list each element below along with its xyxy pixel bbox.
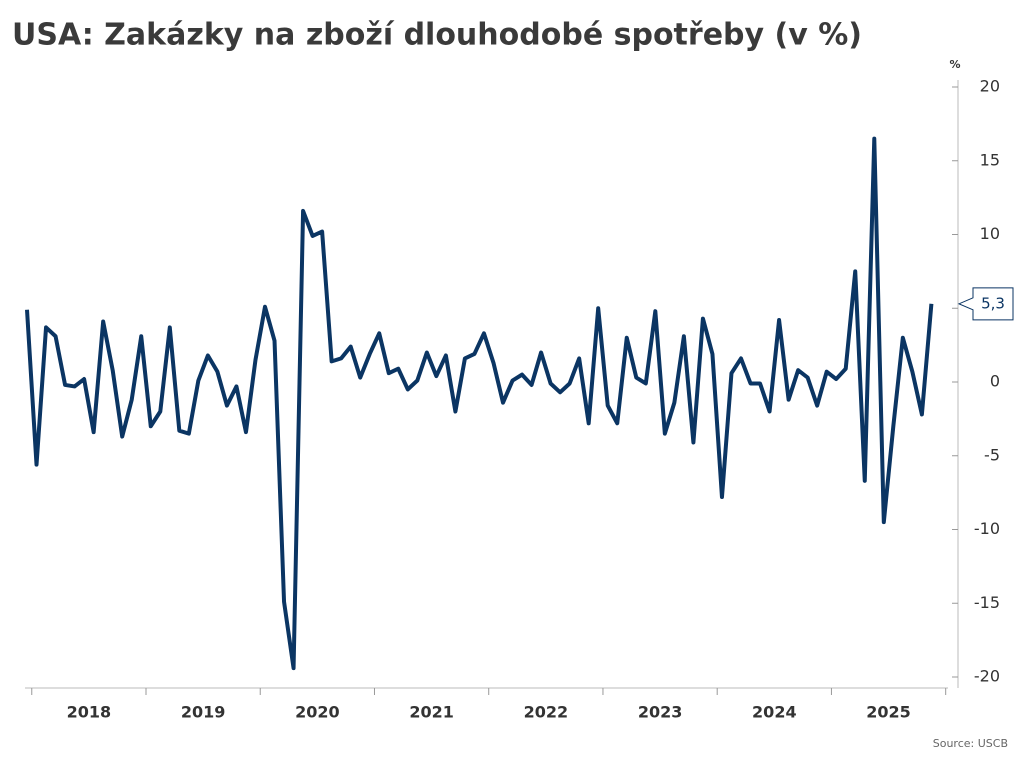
x-tick-label: 2023 (638, 703, 683, 722)
x-tick-label: 2025 (866, 703, 911, 722)
y-tick-label: -15 (974, 593, 1000, 612)
y-tick-label: 10 (980, 224, 1000, 243)
y-tick-label: -20 (974, 667, 1000, 686)
x-tick-label: 2018 (67, 703, 112, 722)
x-tick-label: 2019 (181, 703, 226, 722)
source: Source: USCB (933, 737, 1008, 750)
x-tick-label: 2020 (295, 703, 340, 722)
x-tick-label: 2021 (409, 703, 454, 722)
line (25, 136, 934, 671)
y-tick-label: -10 (974, 519, 1000, 538)
value-label: 5,3 (981, 294, 1005, 312)
y-tick-label: 0 (990, 372, 1000, 391)
x-tick-label: 2022 (524, 703, 569, 722)
value-label-box (957, 287, 1014, 321)
y-tick-label: -5 (984, 445, 1000, 464)
x-tick-label: 2024 (752, 703, 797, 722)
y-axis-label: % (949, 58, 960, 71)
chart-title: USA: Zakázky na zboží dlouhodobé spotřeb… (12, 18, 862, 53)
y-tick-label: 15 (980, 150, 1000, 169)
y-tick-label: 20 (980, 77, 1000, 96)
